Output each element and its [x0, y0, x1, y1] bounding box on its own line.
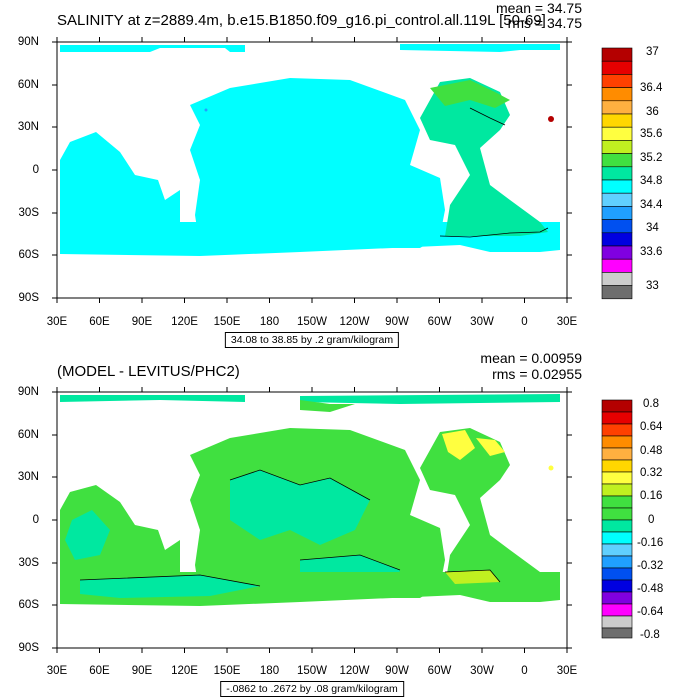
panel1-lon-label: 180 [259, 316, 280, 328]
panel1-lon-label: 30W [470, 316, 494, 328]
panel1-labrador-sea [430, 80, 510, 108]
panel2-arctic-ocean [60, 394, 560, 404]
panel2-lon-label: 150W [296, 665, 328, 677]
panel1-pacific-ocean [190, 78, 445, 248]
panel1-lat-label: 90N [17, 36, 39, 48]
panel1-lon-label: 30E [46, 316, 68, 328]
panel1-colorbar-label: 35.2 [640, 152, 663, 164]
panel1-lat-label: 60N [17, 79, 39, 91]
panel1-colorbar-label: 34.8 [640, 175, 663, 187]
panel1-lon-label: 90W [385, 316, 409, 328]
panel2-lat-label: 0 [32, 514, 39, 526]
panel1-lat-label: 30N [17, 121, 39, 133]
panel2-lon-label: 120E [171, 665, 198, 677]
panel2-labrador-anomaly [442, 430, 475, 460]
panel2-mean: mean = 0.00959 [480, 350, 582, 366]
panel1-indian-ocean [60, 132, 180, 250]
panel2-colorbar-label: 0.32 [640, 467, 663, 479]
panel2-lon-label: 30E [46, 665, 68, 677]
panel2-lon-label: 90W [385, 665, 409, 677]
panel2-lon-label: 60W [427, 665, 452, 677]
panel2-lat-label: 90S [18, 642, 39, 654]
panel1-southern-ocean [60, 222, 560, 256]
panel2-lon-label: 0 [521, 665, 528, 677]
panel1-colorbar-label: 36 [646, 106, 659, 118]
panel2-ticks [52, 387, 572, 653]
panel1-lon-label: 90E [131, 316, 153, 328]
panel2-colorbar-label: -0.48 [637, 583, 664, 595]
panel1-lon-label: 0 [521, 316, 528, 328]
panel2-colorbar-label: -0.32 [637, 560, 664, 572]
panel2-lon-label: 30E [556, 665, 578, 677]
panel1-lat-label: 30S [18, 207, 39, 219]
panel2-colorbar-label: 0.16 [640, 490, 663, 502]
panel1-lat-label: 90S [18, 292, 39, 304]
panel1-mean: mean = 34.75 [495, 0, 582, 16]
panel2-lat-label: 30N [17, 471, 39, 483]
panel2-contour-info: -.0862 to .2672 by .08 gram/kilogram [220, 681, 404, 697]
panel1-lon-label: 60E [89, 316, 110, 328]
panel1-colorbar-label: 35.6 [640, 128, 663, 140]
panel1-atlantic-ocean [420, 78, 548, 236]
panel2-lon-label: 150E [213, 665, 241, 677]
panel1-arctic-ocean [60, 44, 560, 52]
panel2-atlantic-ocean [420, 428, 548, 586]
panel1-lon-label: 60W [427, 316, 452, 328]
panel2-colorbar-label: -0.8 [640, 629, 660, 641]
panel2-colorbar-label: -0.16 [637, 537, 664, 549]
panel1-contour-info: 34.08 to 38.85 by .2 gram/kilogram [224, 332, 400, 348]
panel2-colorbar-label: 0 [648, 514, 655, 526]
panel1-lon-label: 120E [171, 316, 198, 328]
panel2-rms: rms = 0.02955 [492, 366, 582, 382]
panel2-lat-label: 90N [17, 386, 39, 398]
panel2-lon-label: 120W [339, 665, 370, 677]
panel2-colorbar [601, 399, 633, 639]
panel1-lon-label: 150W [296, 316, 328, 328]
panel1-map [56, 41, 568, 299]
panel2-lon-label: 60E [89, 665, 110, 677]
panel2-lon-label: 90E [131, 665, 153, 677]
panel1-lat-label: 60S [18, 249, 39, 261]
panel1-colorbar-label: 37 [646, 46, 659, 58]
panel1-mediterranean-outflow [548, 116, 554, 122]
panel2-lon-label: 30W [470, 665, 494, 677]
panel1-lat-label: 0 [32, 164, 39, 176]
panel2-colorbar-label: 0.64 [640, 421, 663, 433]
panel1-colorbar-label: 34.4 [640, 199, 663, 211]
panel1-lon-label: 30E [556, 316, 578, 328]
panel1-colorbar [601, 47, 633, 300]
panel2-lat-label: 60N [17, 429, 39, 441]
panel1-ticks [52, 37, 572, 303]
panel1-lon-label: 120W [339, 316, 370, 328]
panel2-lon-label: 180 [259, 665, 280, 677]
panel2-colorbar-label: -0.64 [637, 606, 664, 618]
panel2-colorbar-label: 0.8 [643, 398, 659, 410]
panel1-colorbar-label: 33 [646, 280, 659, 292]
panel2-lat-label: 60S [18, 599, 39, 611]
panel1-lon-label: 150E [213, 316, 241, 328]
panel1-colorbar-label: 33.6 [640, 246, 663, 258]
panel1-colorbar-label: 36.4 [640, 82, 663, 94]
panel2-lat-label: 30S [18, 557, 39, 569]
panel2-map [56, 391, 568, 649]
panel1-colorbar-label: 34 [646, 222, 659, 234]
panel1-rms: rms = 34.75 [507, 15, 582, 31]
panel2-colorbar-label: 0.48 [640, 445, 663, 457]
panel1-title: SALINITY at z=2889.4m, b.e15.B1850.f09_g… [57, 12, 546, 29]
panel2-title: (MODEL - LEVITUS/PHC2) [57, 363, 240, 380]
